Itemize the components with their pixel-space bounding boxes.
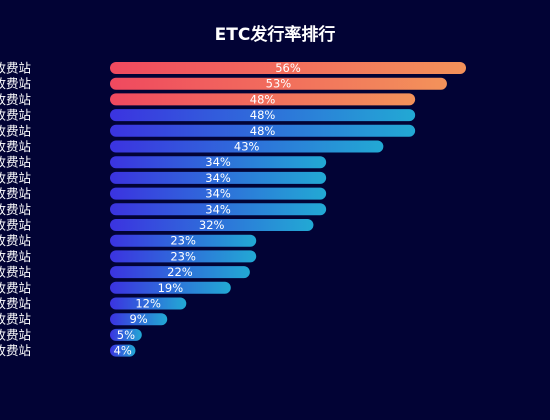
bar-value-label: 23%	[170, 249, 196, 263]
category-label: 收费站	[0, 343, 31, 358]
bars-layer: 收费站 56% 收费站 53% 收费站 48% 收费站 48% 收费站 48% 收费站 43% 收费站 3…	[0, 61, 466, 358]
bar-value-label: 56%	[275, 61, 301, 75]
bar-value-label: 9%	[129, 312, 147, 326]
bar[interactable]	[110, 281, 231, 294]
bar[interactable]	[110, 187, 327, 200]
bar[interactable]	[110, 77, 447, 90]
bar[interactable]	[110, 250, 257, 263]
bar-value-label: 32%	[199, 218, 225, 232]
category-label: 收费站	[0, 186, 31, 201]
bar[interactable]	[110, 234, 257, 247]
bar-value-label: 34%	[205, 202, 231, 216]
bar-value-label: 19%	[158, 281, 184, 295]
category-label: 收费站	[0, 327, 31, 342]
category-label: 收费站	[0, 202, 31, 217]
bar[interactable]	[110, 344, 136, 357]
category-label: 收费站	[0, 123, 31, 138]
category-label: 收费站	[0, 296, 31, 311]
bar[interactable]	[110, 156, 327, 169]
category-label: 收费站	[0, 280, 31, 295]
bar-value-label: 34%	[205, 171, 231, 185]
bar[interactable]	[110, 313, 168, 326]
category-label: 收费站	[0, 139, 31, 154]
bar-value-label: 48%	[250, 92, 276, 106]
bar[interactable]	[110, 62, 466, 74]
bar-value-label: 22%	[167, 265, 193, 279]
bar[interactable]	[110, 93, 416, 106]
bar-value-label: 34%	[205, 187, 231, 201]
bar[interactable]	[110, 328, 142, 341]
category-label: 收费站	[0, 108, 31, 123]
bar-value-label: 48%	[250, 124, 276, 138]
category-label: 收费站收费站	[0, 233, 31, 248]
category-label: 收费站	[0, 92, 31, 107]
bar-value-label: 4%	[114, 344, 132, 358]
category-label: 收费站	[0, 170, 31, 185]
bar-value-label: 53%	[266, 77, 292, 91]
bar[interactable]	[110, 140, 384, 153]
bar[interactable]	[110, 219, 314, 231]
category-label: 收费站	[0, 61, 31, 76]
bar[interactable]	[110, 203, 327, 216]
bar[interactable]	[110, 109, 416, 122]
category-label: 收费站	[0, 76, 31, 91]
category-label: 收费站	[0, 312, 31, 327]
chart-title: ETC发行率排行	[215, 24, 336, 45]
category-label: 收费站收费站	[0, 265, 31, 280]
category-label: 收费站	[0, 249, 31, 264]
category-label: 收费站	[0, 155, 31, 170]
bar-value-label: 34%	[205, 155, 231, 169]
bar-value-label: 48%	[250, 108, 276, 122]
bar-value-label: 12%	[135, 297, 161, 311]
bar[interactable]	[110, 171, 327, 184]
bar[interactable]	[110, 266, 250, 279]
category-label: 收费站	[0, 218, 31, 233]
bar-value-label: 23%	[170, 234, 196, 248]
bar-value-label: 5%	[117, 328, 135, 342]
bar[interactable]	[110, 297, 187, 310]
bar[interactable]	[110, 124, 416, 137]
bar-value-label: 43%	[234, 140, 260, 154]
